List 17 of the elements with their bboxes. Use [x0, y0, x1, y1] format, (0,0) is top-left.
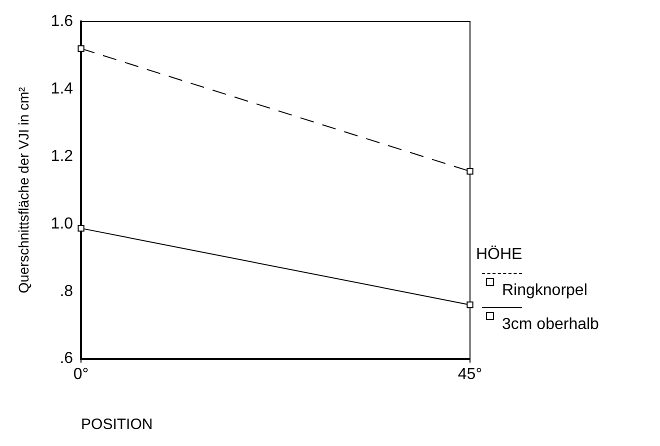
x-axis-title: POSITION — [81, 416, 153, 434]
y-tick-label: 1.6 — [50, 13, 74, 30]
legend-title: HÖHE — [476, 246, 524, 264]
y-tick-label: .8 — [60, 282, 74, 300]
y-tick-label: 1.4 — [50, 80, 74, 98]
y-axis-title: Querschnittsfläche der VJI in cm² — [15, 86, 32, 294]
point — [78, 224, 84, 232]
point — [78, 45, 84, 52]
y-tick-label: .6 — [60, 350, 74, 368]
x-tick-label: 45° — [458, 366, 482, 383]
legend-label: Ringknorpel — [502, 282, 588, 300]
point — [466, 302, 474, 308]
legend-label: 3cm oberhalb — [502, 316, 599, 334]
point — [466, 168, 474, 175]
y-tick-label: 1.0 — [50, 215, 74, 232]
x-tick-label: 0° — [73, 366, 89, 383]
y-tick-label: 1.2 — [50, 148, 74, 165]
